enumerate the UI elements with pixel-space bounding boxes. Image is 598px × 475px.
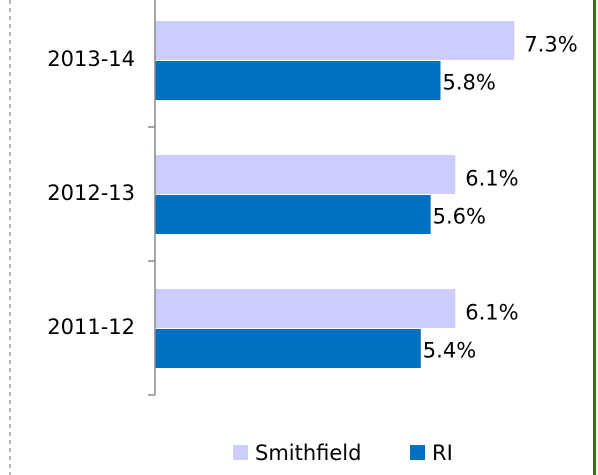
- bar: [155, 61, 441, 100]
- legend-swatch: [410, 445, 425, 460]
- bar: [155, 329, 421, 368]
- value-label: 5.6%: [433, 205, 486, 229]
- y-tick-label: 2012-13: [47, 181, 135, 205]
- value-label: 5.4%: [423, 339, 476, 363]
- value-label: 6.1%: [465, 167, 518, 191]
- legend-swatch: [233, 445, 248, 460]
- value-label: 6.1%: [465, 301, 518, 325]
- bar: [155, 195, 431, 234]
- legend-label: Smithfield: [255, 441, 361, 465]
- legend-label: RI: [432, 441, 453, 465]
- value-label: 5.8%: [442, 71, 495, 95]
- y-tick-label: 2013-14: [47, 47, 135, 71]
- bar: [155, 155, 456, 194]
- bar: [155, 21, 515, 60]
- bar: [155, 289, 456, 328]
- value-label: 7.3%: [524, 33, 577, 57]
- y-tick-label: 2011-12: [47, 315, 135, 339]
